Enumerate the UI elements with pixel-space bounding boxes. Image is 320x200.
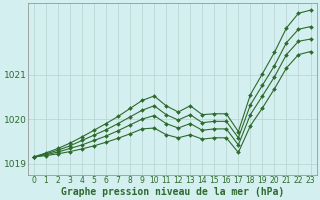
X-axis label: Graphe pression niveau de la mer (hPa): Graphe pression niveau de la mer (hPa) bbox=[60, 186, 284, 197]
